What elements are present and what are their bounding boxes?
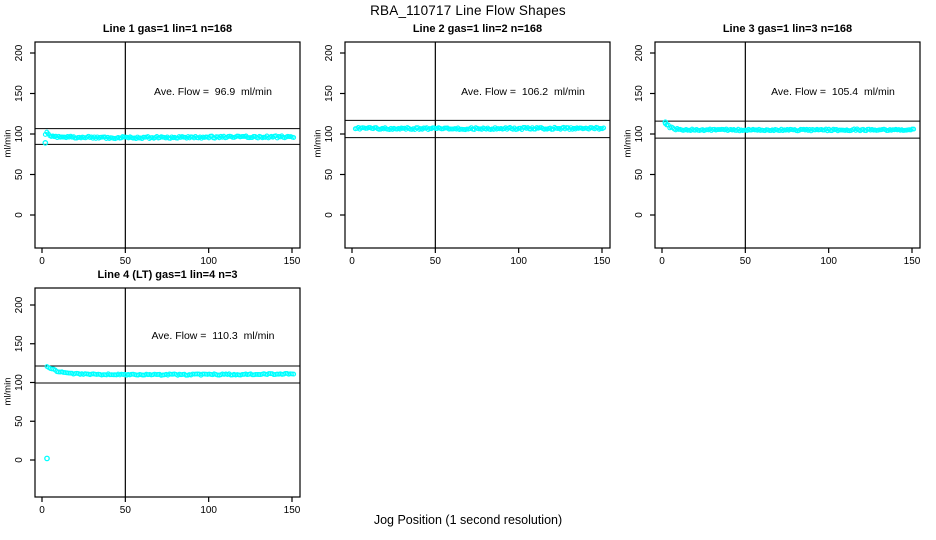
- y-tick-label: 0: [634, 212, 645, 218]
- data-point: [601, 125, 607, 131]
- panel-3-title: Line 3 gas=1 lin=3 n=168: [722, 23, 853, 35]
- panel-2-plot: 0 50 100 150 0 50 100 150 200: [324, 41, 611, 267]
- x-tick-label: 150: [594, 256, 611, 267]
- y-tick-label: 50: [324, 169, 335, 181]
- outlier-point: [44, 455, 50, 462]
- y-tick-label: 200: [14, 296, 25, 313]
- outlier-point: [662, 119, 669, 126]
- x-tick-label: 150: [284, 505, 301, 516]
- y-tick-label: 0: [324, 212, 335, 218]
- y-tick-label: 150: [324, 85, 335, 102]
- x-tick-label: 150: [904, 256, 921, 267]
- panel-2-annotation: Ave. Flow = 106.2 ml/min: [461, 86, 585, 98]
- y-tick-label: 150: [634, 85, 645, 102]
- figure-xlabel: Jog Position (1 second resolution): [373, 513, 563, 527]
- data-point: [291, 135, 297, 140]
- panel-1-plot: 0 50 100 150 0 50 100 150 200: [14, 41, 301, 267]
- panel-2-ylabel: ml/min: [312, 129, 324, 158]
- outlier-point: [42, 140, 49, 146]
- x-tick-label: 0: [39, 256, 45, 267]
- plot-frame: [344, 41, 611, 249]
- x-tick-label: 0: [349, 256, 355, 267]
- data-points: [42, 129, 297, 146]
- x-tick-label: 50: [740, 256, 752, 267]
- y-tick-label: 50: [14, 169, 25, 181]
- y-tick-label: 100: [14, 125, 25, 142]
- y-tick-label: 0: [14, 212, 25, 218]
- y-tick-label: 50: [14, 415, 25, 427]
- panel-3-annotation: Ave. Flow = 105.4 ml/min: [771, 86, 895, 98]
- x-tick-label: 50: [120, 256, 132, 267]
- panel-4-ylabel: ml/min: [2, 377, 14, 406]
- panel-4-annotation: Ave. Flow = 110.3 ml/min: [151, 330, 275, 342]
- data-point: [911, 126, 917, 132]
- x-tick-label: 100: [820, 256, 837, 267]
- x-tick-label: 150: [284, 256, 301, 267]
- x-tick-label: 50: [120, 505, 132, 516]
- x-tick-label: 100: [200, 505, 217, 516]
- y-tick-label: 200: [324, 44, 335, 61]
- x-tick-label: 100: [200, 256, 217, 267]
- x-tick-label: 50: [430, 256, 442, 267]
- y-tick-label: 0: [14, 457, 25, 463]
- panel-1-title: Line 1 gas=1 lin=1 n=168: [102, 23, 233, 35]
- y-tick-label: 100: [634, 125, 645, 142]
- panel-4-title: Line 4 (LT) gas=1 lin=4 n=3: [97, 269, 238, 281]
- panel-1-annotation: Ave. Flow = 96.9 ml/min: [154, 86, 272, 98]
- plot-frame: [34, 41, 301, 249]
- plot-frame: [34, 287, 301, 498]
- panel-3-ylabel: ml/min: [622, 129, 634, 158]
- panel-1-ylabel: ml/min: [2, 129, 14, 158]
- figure-title: RBA_110717 Line Flow Shapes: [370, 3, 566, 18]
- plot-frame: [654, 41, 921, 249]
- y-tick-label: 150: [14, 85, 25, 102]
- y-tick-label: 100: [324, 125, 335, 142]
- data-point: [291, 371, 297, 377]
- y-tick-label: 100: [14, 374, 25, 391]
- data-points: [44, 364, 297, 462]
- panel-2-title: Line 2 gas=1 lin=2 n=168: [412, 23, 543, 35]
- panel-4-plot: 0 50 100 150 0 50 100 150 200: [14, 287, 301, 516]
- panel-3-plot: 0 50 100 150 0 50 100 150 200: [634, 41, 921, 267]
- data-points: [352, 124, 607, 133]
- y-tick-label: 200: [14, 44, 25, 61]
- x-tick-label: 0: [659, 256, 665, 267]
- x-tick-label: 100: [510, 256, 527, 267]
- data-points: [662, 119, 917, 134]
- y-tick-label: 200: [634, 44, 645, 61]
- x-tick-label: 0: [39, 505, 45, 516]
- y-tick-label: 150: [14, 335, 25, 352]
- y-tick-label: 50: [634, 169, 645, 181]
